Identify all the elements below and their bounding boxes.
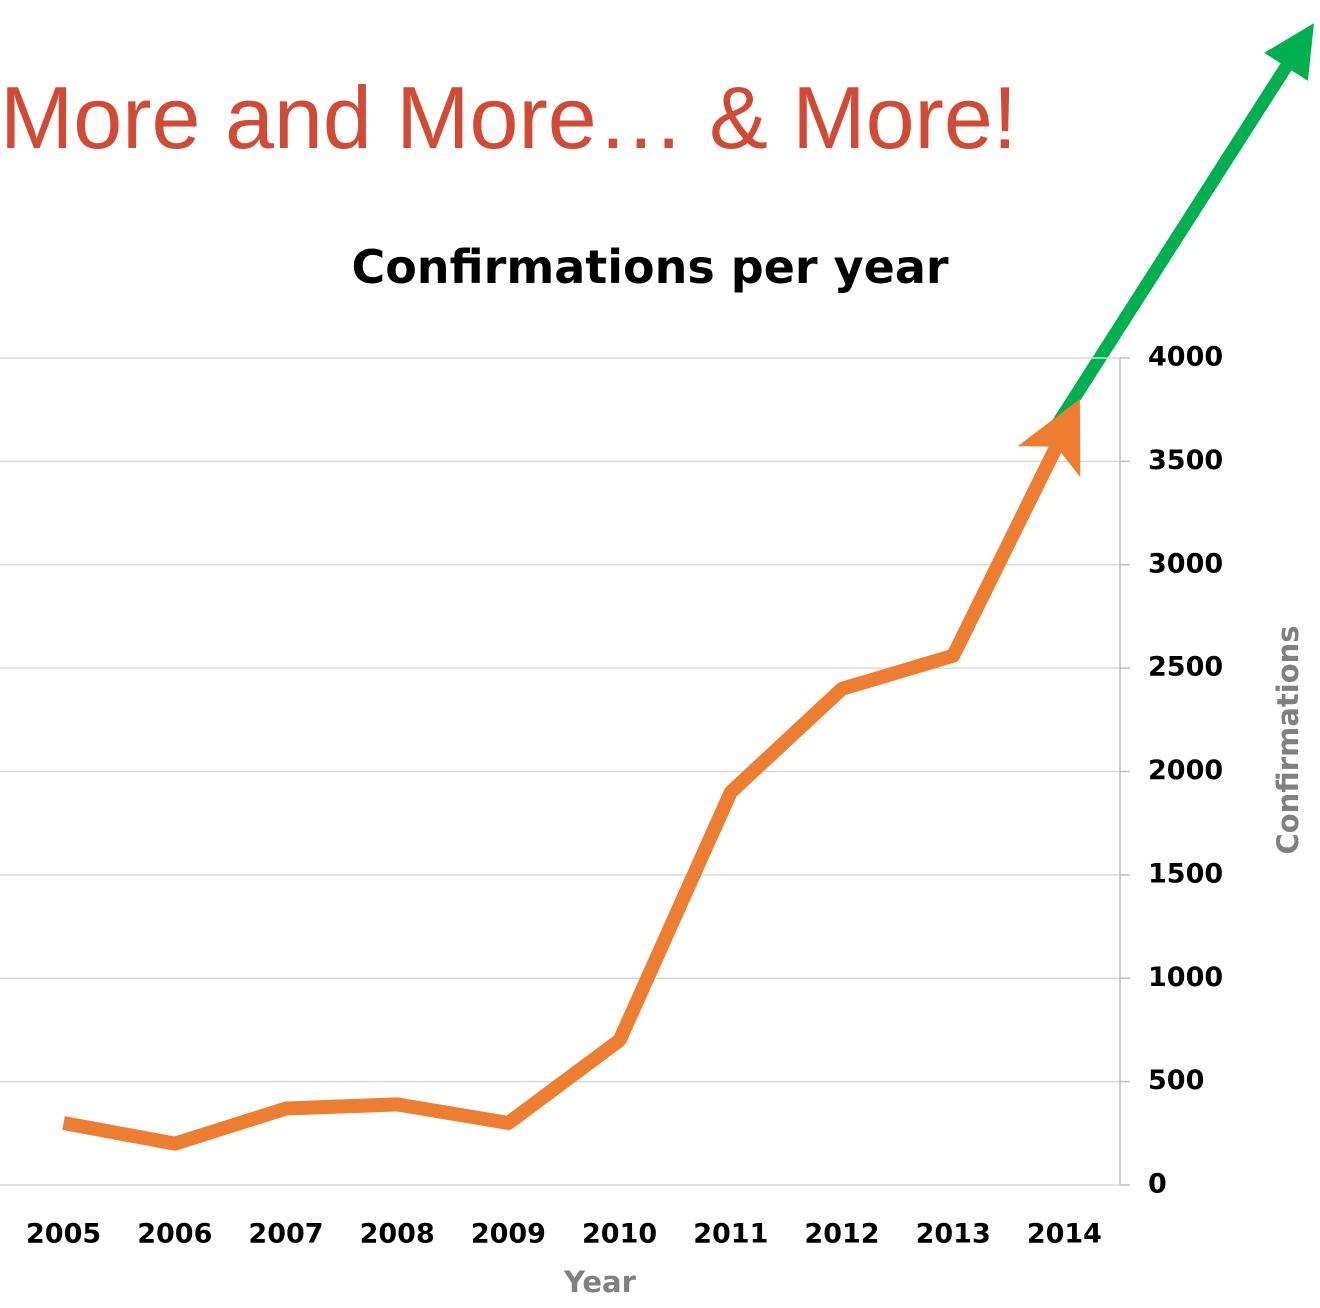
chart-title: Confirmations per year xyxy=(351,240,948,294)
y-tick-label: 1500 xyxy=(1148,858,1223,889)
y-tick-label: 3000 xyxy=(1148,548,1223,579)
y-tick-label: 4000 xyxy=(1148,342,1223,373)
y-tick-label: 2500 xyxy=(1148,652,1223,683)
plot-area: 0 500 1000 1500 2000 2500 3000 3500 4000 2005 2006… xyxy=(0,342,1223,1250)
x-tick-label: 2008 xyxy=(360,1219,435,1250)
slide-title: More and More… & More! xyxy=(0,68,1017,167)
y-tick-label: 2000 xyxy=(1148,755,1223,786)
x-axis-title: Year xyxy=(563,1265,637,1299)
y-tick-label: 3500 xyxy=(1148,445,1223,476)
x-tick-label: 2005 xyxy=(26,1219,101,1250)
y-tick-label: 1000 xyxy=(1148,962,1223,993)
data-line xyxy=(62,398,1081,1151)
x-tick-label: 2010 xyxy=(582,1219,657,1250)
x-tick-label: 2007 xyxy=(248,1219,323,1250)
x-tick-label: 2014 xyxy=(1027,1219,1102,1250)
y-tick-label: 0 xyxy=(1148,1169,1167,1200)
x-tick-label: 2011 xyxy=(693,1219,768,1250)
y-tick-label: 500 xyxy=(1148,1065,1204,1096)
y-axis-title: Confirmations xyxy=(1271,625,1305,854)
x-tick-label: 2009 xyxy=(471,1219,546,1250)
x-tick-label: 2006 xyxy=(137,1219,212,1250)
growth-arrow xyxy=(1049,23,1315,432)
x-tick-label: 2013 xyxy=(916,1219,991,1250)
x-tick-label: 2012 xyxy=(804,1219,879,1250)
